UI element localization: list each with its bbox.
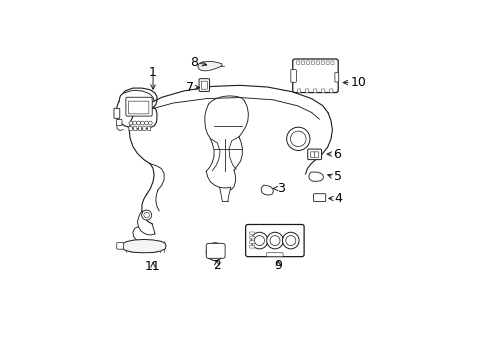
Polygon shape — [261, 185, 273, 195]
Text: 5: 5 — [333, 170, 341, 183]
FancyBboxPatch shape — [306, 61, 309, 64]
Text: 10: 10 — [350, 76, 366, 89]
FancyBboxPatch shape — [116, 120, 122, 126]
FancyBboxPatch shape — [117, 243, 123, 249]
Text: 1: 1 — [149, 66, 157, 79]
Circle shape — [206, 243, 224, 261]
FancyBboxPatch shape — [301, 61, 304, 64]
FancyBboxPatch shape — [249, 241, 254, 244]
Polygon shape — [308, 172, 323, 181]
Circle shape — [142, 210, 151, 220]
FancyBboxPatch shape — [297, 89, 300, 93]
Circle shape — [282, 232, 299, 249]
FancyBboxPatch shape — [206, 243, 224, 258]
Circle shape — [290, 131, 305, 147]
Circle shape — [208, 246, 221, 258]
Circle shape — [148, 121, 152, 125]
FancyBboxPatch shape — [128, 101, 148, 114]
FancyBboxPatch shape — [313, 89, 316, 93]
Circle shape — [251, 232, 267, 249]
FancyBboxPatch shape — [249, 245, 254, 248]
Text: 7: 7 — [185, 81, 193, 94]
FancyBboxPatch shape — [321, 89, 324, 93]
FancyBboxPatch shape — [311, 61, 314, 64]
Circle shape — [144, 121, 148, 125]
FancyBboxPatch shape — [290, 69, 296, 82]
Text: 2: 2 — [212, 259, 220, 272]
Circle shape — [254, 235, 264, 246]
FancyBboxPatch shape — [114, 108, 120, 118]
FancyBboxPatch shape — [266, 253, 283, 257]
FancyBboxPatch shape — [330, 61, 333, 64]
FancyBboxPatch shape — [334, 73, 338, 82]
FancyBboxPatch shape — [201, 81, 207, 89]
Circle shape — [133, 121, 137, 125]
FancyBboxPatch shape — [314, 152, 318, 157]
FancyBboxPatch shape — [292, 59, 338, 93]
FancyBboxPatch shape — [313, 194, 325, 202]
FancyBboxPatch shape — [310, 152, 314, 157]
FancyBboxPatch shape — [316, 61, 319, 64]
Text: 9: 9 — [274, 259, 282, 272]
Circle shape — [140, 121, 144, 125]
FancyBboxPatch shape — [245, 225, 304, 257]
FancyBboxPatch shape — [307, 149, 321, 159]
FancyBboxPatch shape — [249, 232, 254, 235]
FancyBboxPatch shape — [296, 61, 299, 64]
FancyBboxPatch shape — [142, 127, 146, 131]
Text: 4: 4 — [334, 192, 342, 205]
FancyBboxPatch shape — [325, 61, 328, 64]
FancyBboxPatch shape — [249, 236, 254, 239]
FancyBboxPatch shape — [329, 89, 332, 93]
Circle shape — [266, 232, 283, 249]
FancyBboxPatch shape — [138, 127, 142, 131]
FancyBboxPatch shape — [125, 97, 152, 116]
FancyBboxPatch shape — [129, 127, 132, 131]
Text: 8: 8 — [189, 56, 198, 69]
Circle shape — [129, 121, 133, 125]
Text: 6: 6 — [332, 148, 341, 161]
Circle shape — [285, 235, 295, 246]
FancyBboxPatch shape — [199, 79, 209, 91]
Circle shape — [286, 127, 309, 150]
FancyBboxPatch shape — [321, 61, 324, 64]
FancyBboxPatch shape — [133, 127, 137, 131]
FancyBboxPatch shape — [147, 127, 150, 131]
Polygon shape — [122, 239, 166, 253]
Text: 11: 11 — [145, 260, 161, 273]
Circle shape — [137, 121, 140, 125]
Polygon shape — [198, 62, 222, 71]
Text: 3: 3 — [277, 182, 285, 195]
FancyBboxPatch shape — [305, 89, 308, 93]
Circle shape — [269, 235, 280, 246]
Circle shape — [143, 212, 149, 218]
